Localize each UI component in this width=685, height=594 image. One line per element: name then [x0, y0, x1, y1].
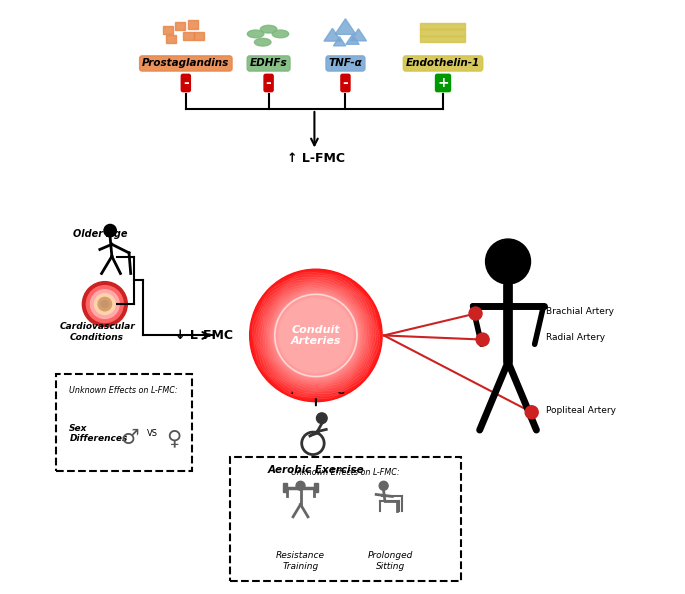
Text: Cardiovascular
Conditions: Cardiovascular Conditions [59, 323, 135, 342]
Circle shape [288, 308, 343, 362]
Circle shape [98, 298, 112, 311]
Circle shape [272, 292, 360, 379]
Text: ↑ L-FMC: ↑ L-FMC [287, 384, 345, 397]
Circle shape [525, 406, 538, 419]
Circle shape [90, 290, 119, 318]
Text: Brachial Artery: Brachial Artery [547, 307, 614, 316]
Polygon shape [334, 37, 346, 46]
Circle shape [316, 413, 327, 424]
Circle shape [86, 286, 123, 323]
FancyBboxPatch shape [283, 483, 286, 492]
Circle shape [275, 294, 358, 377]
Text: Conduit
Arteries: Conduit Arteries [290, 325, 341, 346]
Text: Resistance
Training: Resistance Training [276, 551, 325, 571]
Circle shape [264, 283, 368, 387]
Text: Sex
Differences: Sex Differences [69, 424, 127, 443]
Circle shape [271, 290, 361, 381]
Text: Radial Artery: Radial Artery [547, 333, 606, 342]
Polygon shape [335, 19, 356, 34]
FancyBboxPatch shape [420, 36, 466, 42]
Text: Unknown Effects on L-FMC:: Unknown Effects on L-FMC: [291, 468, 400, 477]
Circle shape [278, 298, 354, 374]
Circle shape [296, 481, 305, 490]
Text: Unknown Effects on L-FMC:: Unknown Effects on L-FMC: [69, 386, 178, 394]
FancyBboxPatch shape [163, 26, 173, 34]
Circle shape [275, 295, 357, 377]
Text: ↓ L-FMC: ↓ L-FMC [175, 329, 233, 342]
Text: -: - [183, 76, 188, 90]
Text: Prolonged
Sitting: Prolonged Sitting [368, 551, 413, 571]
Polygon shape [346, 34, 359, 45]
Text: Prostaglandins: Prostaglandins [142, 58, 229, 68]
FancyBboxPatch shape [184, 32, 193, 40]
Circle shape [268, 287, 364, 383]
Circle shape [266, 286, 365, 385]
FancyBboxPatch shape [188, 20, 198, 29]
Circle shape [101, 301, 108, 308]
Text: Older Age: Older Age [73, 229, 127, 239]
Polygon shape [351, 29, 366, 41]
Ellipse shape [260, 26, 277, 33]
Text: EDHFs: EDHFs [250, 58, 288, 68]
Text: ↑ L-FMC: ↑ L-FMC [287, 151, 345, 165]
Circle shape [257, 276, 375, 394]
Ellipse shape [272, 30, 288, 38]
Circle shape [279, 299, 353, 372]
Circle shape [273, 293, 358, 378]
Ellipse shape [254, 39, 271, 46]
Circle shape [486, 239, 530, 284]
Circle shape [82, 282, 127, 327]
Text: ♀: ♀ [166, 428, 182, 448]
Text: -: - [342, 76, 349, 90]
Circle shape [256, 275, 377, 396]
Circle shape [104, 225, 116, 237]
FancyBboxPatch shape [420, 23, 466, 29]
Text: Endothelin-1: Endothelin-1 [406, 58, 480, 68]
Ellipse shape [247, 30, 264, 38]
Circle shape [379, 481, 388, 490]
Circle shape [269, 289, 362, 382]
Circle shape [265, 285, 366, 386]
Text: -: - [266, 76, 271, 90]
Text: +: + [437, 76, 449, 90]
Circle shape [253, 272, 379, 399]
Text: Popliteal Artery: Popliteal Artery [547, 406, 616, 415]
Text: VS: VS [147, 429, 158, 438]
Circle shape [251, 271, 381, 400]
FancyBboxPatch shape [420, 29, 466, 36]
Circle shape [95, 294, 115, 314]
Text: TNF-α: TNF-α [329, 58, 362, 68]
Circle shape [476, 333, 489, 346]
Circle shape [262, 282, 369, 389]
Polygon shape [324, 29, 341, 41]
Circle shape [469, 307, 482, 320]
FancyBboxPatch shape [166, 35, 176, 43]
Circle shape [249, 269, 382, 402]
Circle shape [261, 280, 371, 390]
Circle shape [260, 279, 372, 392]
FancyBboxPatch shape [314, 483, 319, 492]
Circle shape [277, 296, 356, 375]
FancyBboxPatch shape [193, 32, 203, 40]
FancyBboxPatch shape [175, 22, 185, 30]
Text: Aerobic Exercise: Aerobic Exercise [268, 466, 364, 476]
Circle shape [254, 273, 378, 397]
Text: ♂: ♂ [121, 428, 139, 448]
Circle shape [258, 277, 373, 393]
